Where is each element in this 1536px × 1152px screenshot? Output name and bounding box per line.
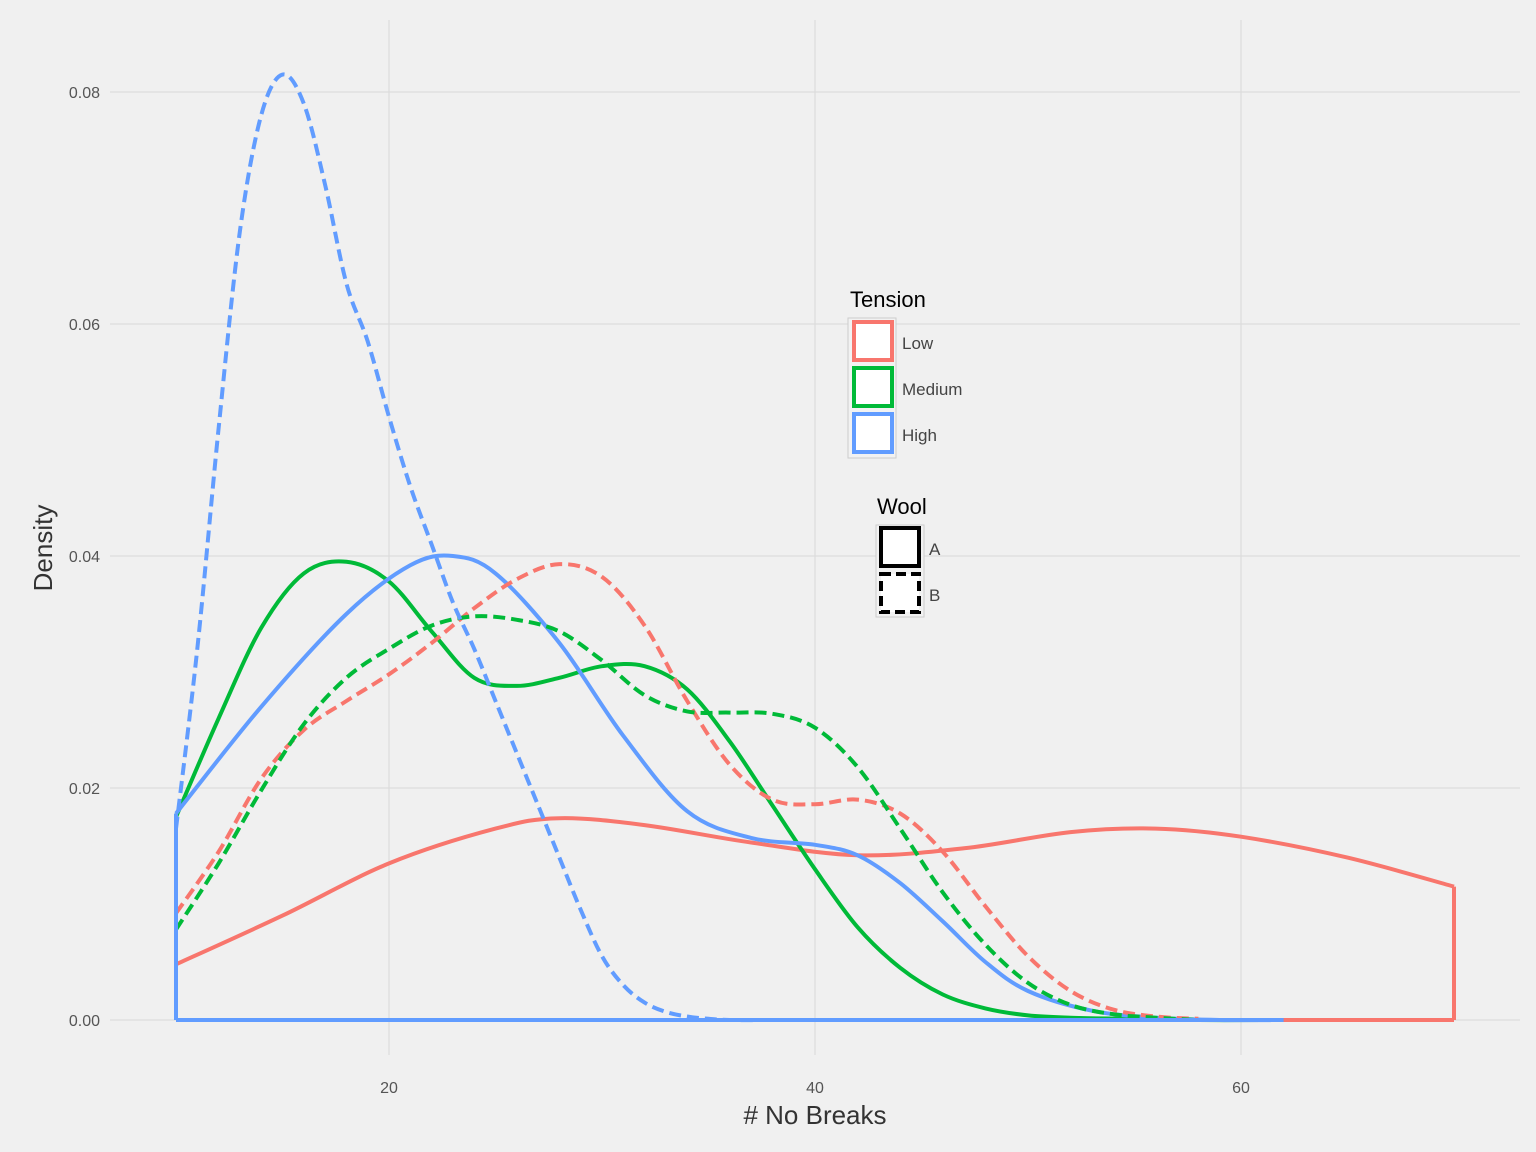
legend-label-wool-a: A (929, 540, 941, 559)
density-curve-medium-a (174, 559, 1263, 1023)
legend-key-medium (852, 366, 894, 408)
y-tick-label: 0.06 (69, 317, 100, 334)
x-tick-label: 40 (806, 1080, 824, 1097)
density-curve-high-a (174, 553, 1284, 1023)
legend-key-high (852, 412, 894, 454)
legend-tension-title: Tension (850, 287, 926, 312)
y-axis-title: Density (28, 505, 58, 592)
legend-label-medium: Medium (902, 380, 962, 399)
density-curve-medium-b (174, 614, 1199, 1022)
legend-label-wool-b: B (929, 586, 940, 605)
density-curve-low-a (175, 816, 1455, 967)
series-group (174, 72, 1456, 1023)
density-curve-low-b (174, 562, 1199, 1021)
y-tick-label: 0.04 (69, 549, 100, 566)
legend-wool: Wool A B (875, 494, 941, 618)
x-tick-label: 20 (380, 1080, 398, 1097)
legend-wool-title: Wool (877, 494, 927, 519)
x-axis-title: # No Breaks (743, 1100, 886, 1130)
legend-key-wool-a (879, 526, 921, 568)
y-tick-label: 0.00 (69, 1013, 100, 1030)
density-curve-high-b (174, 72, 773, 1023)
legend-label-high: High (902, 426, 937, 445)
y-tick-label: 0.02 (69, 781, 100, 798)
y-tick-label: 0.08 (69, 85, 100, 102)
x-tick-label: 60 (1232, 1080, 1250, 1097)
legend-label-low: Low (902, 334, 934, 353)
legend-key-wool-b (879, 572, 921, 614)
legend-tension: Tension Low Medium High (847, 287, 962, 459)
legend-key-low (852, 320, 894, 362)
axes: 0.00 0.02 0.04 0.06 0.08 20 40 60 (69, 85, 1250, 1097)
grid (110, 20, 1520, 1055)
